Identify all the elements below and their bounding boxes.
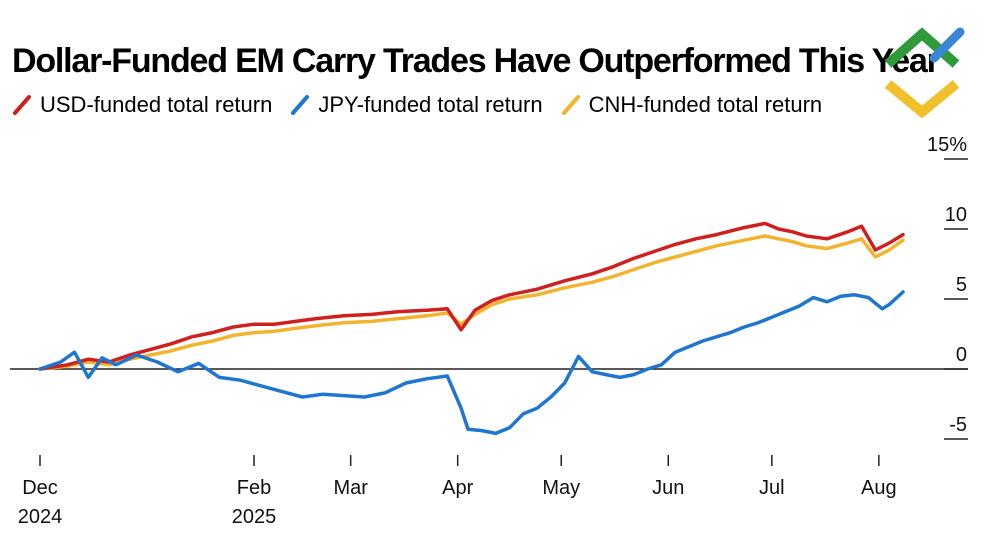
x-tick-label: Dec [22,477,58,499]
legend-item-jpy: JPY-funded total return [290,92,543,118]
x-tick-label: Apr [442,477,473,499]
series-line-jpy [38,290,905,436]
legend-item-cnh: CNH-funded total return [561,92,823,118]
chart-legend: USD-funded total return JPY-funded total… [12,92,822,118]
series-line-cnh [38,234,905,371]
x-tick-label: 2025 [232,506,277,528]
chart-title: Dollar-Funded EM Carry Trades Have Outpe… [12,42,940,80]
legend-label-usd: USD-funded total return [40,92,273,117]
series-lines [38,221,905,436]
x-tick-label: Jun [652,477,684,499]
legend-swatch-cnh-icon [561,95,580,115]
legend-label-jpy: JPY-funded total return [318,92,543,117]
y-gridlines [10,158,968,440]
y-tick-label: 10 [945,204,967,226]
y-tick-label: 15% [927,134,967,156]
axes: -5 0 5 10 15% Dec 2024 Feb 2025 Mar Apr May Jun Jul Au… [18,134,967,528]
x-tick-label: Feb [237,477,271,499]
legend-swatch-jpy-icon [291,95,310,115]
legend-swatch-usd-icon [13,95,31,115]
x-tick-label: May [542,477,580,499]
y-tick-label: -5 [949,414,967,436]
green-yellow-chevron-logo-icon [884,27,965,118]
x-tick-label: Jul [759,477,785,499]
x-tick-label: Mar [333,477,368,499]
x-tick-label: Aug [861,477,897,499]
y-tick-label: 5 [956,274,967,296]
x-tick-label: 2024 [18,506,63,528]
series-line-usd [38,221,905,371]
legend-label-cnh: CNH-funded total return [588,92,823,117]
y-tick-label: 0 [956,344,967,366]
legend-item-usd: USD-funded total return [12,92,272,118]
